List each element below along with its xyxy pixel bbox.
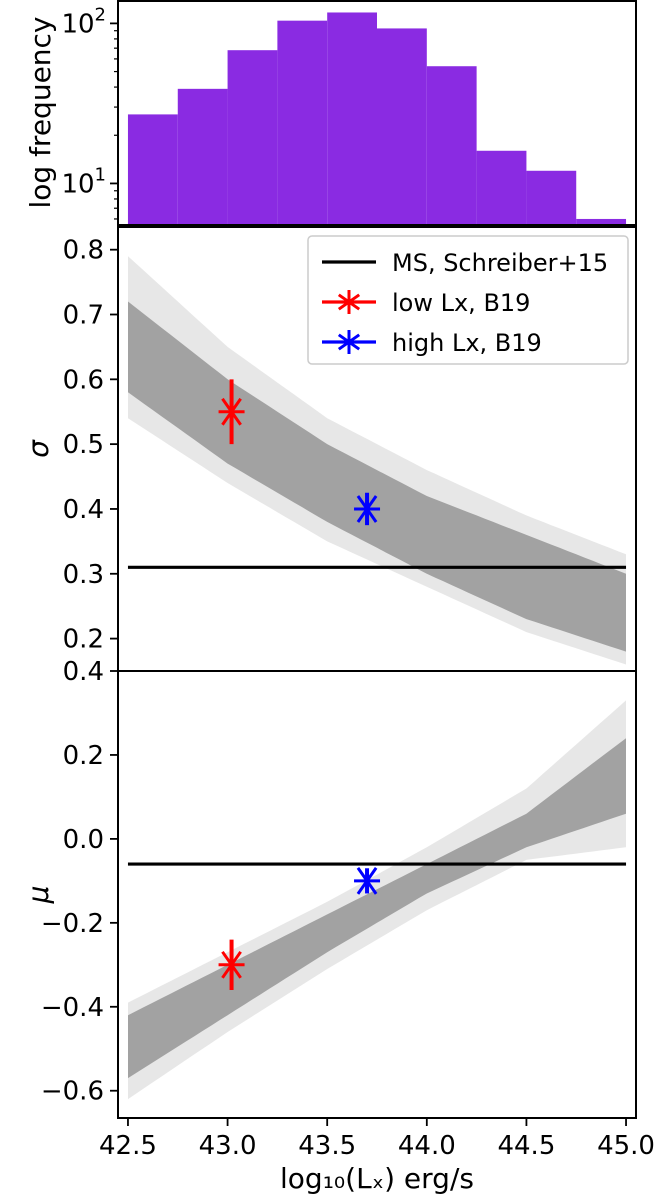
y-tick-label: 0.6 <box>63 365 104 395</box>
posterior-band-core <box>128 301 626 652</box>
legend-label: low Lx, B19 <box>392 289 530 317</box>
histogram-bars <box>127 12 627 226</box>
star-marker-stroke <box>221 950 242 979</box>
sigma-series <box>127 379 627 569</box>
y-tick-label: 0.2 <box>63 625 104 655</box>
histogram-y-label: log frequency <box>24 16 57 208</box>
y-tick-label: 0.8 <box>63 236 104 266</box>
histogram-bar <box>127 114 178 225</box>
mu-y-ticks: −0.6 −0.4 −0.2 0.0 0.2 0.4 <box>41 657 118 1107</box>
x-tick-label: 43.5 <box>298 1131 356 1161</box>
sigma-y-label: σ <box>22 439 55 458</box>
sigma-panel: 0.2 0.3 0.4 0.5 0.6 0.7 0.8 σ MS, Schreiber+15… <box>22 226 637 672</box>
star-marker-stroke <box>221 397 242 426</box>
histogram-bar <box>476 150 527 225</box>
histogram-y-tick-label: 101 <box>61 164 106 199</box>
low-lx-point <box>218 939 245 990</box>
star-marker-stroke <box>356 495 378 523</box>
x-tick-label: 42.5 <box>99 1131 157 1161</box>
histogram-bar <box>526 170 577 225</box>
mu-posterior-band <box>128 700 626 1100</box>
histogram-y-ticks: 101 102 <box>61 4 118 220</box>
histogram-bar <box>426 66 477 225</box>
histogram-frame <box>117 0 637 226</box>
mu-x-ticks: 42.5 43.0 43.5 44.0 44.5 45.0 <box>99 1118 655 1161</box>
x-tick-label: 45.0 <box>597 1131 655 1161</box>
histogram-bar <box>327 12 377 225</box>
legend-entry: MS, Schreiber+15 <box>322 249 608 277</box>
legend: MS, Schreiber+15 low Lx, B19 high Lx, B19 <box>307 235 629 365</box>
y-tick-label: 0.5 <box>63 430 104 460</box>
x-tick-label: 44.0 <box>398 1131 456 1161</box>
histogram-panel: 101 102 log frequency <box>24 0 637 226</box>
mu-frame <box>117 670 637 1119</box>
star-marker-stroke <box>356 866 378 895</box>
x-axis-label: log₁₀(Lₓ) erg/s <box>280 1162 474 1195</box>
y-tick-label: 0.2 <box>63 741 104 771</box>
histogram-bar <box>227 50 278 226</box>
histogram-bar <box>277 20 328 225</box>
y-tick-label: 0.0 <box>63 825 104 855</box>
sigma-y-ticks: 0.2 0.3 0.4 0.5 0.6 0.7 0.8 <box>63 236 118 655</box>
y-tick-label: 0.4 <box>63 495 104 525</box>
high-lx-point <box>354 866 381 895</box>
legend-marker-stroke <box>337 293 361 311</box>
low-lx-point <box>218 379 245 445</box>
legend-marker-stroke <box>337 333 361 351</box>
histogram-y-tick-label: 102 <box>61 4 106 39</box>
y-tick-label: −0.4 <box>41 993 104 1023</box>
legend-label: high Lx, B19 <box>392 329 542 357</box>
histogram-bar <box>576 218 627 225</box>
mu-y-label: μ <box>22 886 55 905</box>
y-tick-label: 0.3 <box>63 560 104 590</box>
histogram-bar <box>177 88 228 226</box>
x-tick-label: 44.5 <box>497 1131 555 1161</box>
posterior-band-core <box>128 738 626 1079</box>
histogram-bar <box>377 28 427 225</box>
mu-series <box>127 862 627 990</box>
legend-entries: MS, Schreiber+15 low Lx, B19 high Lx, B19 <box>322 249 608 357</box>
y-tick-label: 0.7 <box>63 301 104 331</box>
y-tick-label: 0.4 <box>63 657 104 687</box>
legend-box <box>307 235 629 365</box>
high-lx-point <box>354 492 381 526</box>
sigma-posterior-band <box>128 256 626 665</box>
y-tick-label: −0.6 <box>41 1077 104 1107</box>
x-tick-label: 43.0 <box>199 1131 257 1161</box>
mu-panel: −0.6 −0.4 −0.2 0.0 0.2 0.4 42.5 43.0 43.5 44.0 44… <box>22 657 655 1195</box>
legend-label: MS, Schreiber+15 <box>392 249 608 277</box>
y-tick-label: −0.2 <box>41 909 104 939</box>
legend-entry: low Lx, B19 <box>322 289 530 317</box>
legend-entry: high Lx, B19 <box>322 329 542 357</box>
